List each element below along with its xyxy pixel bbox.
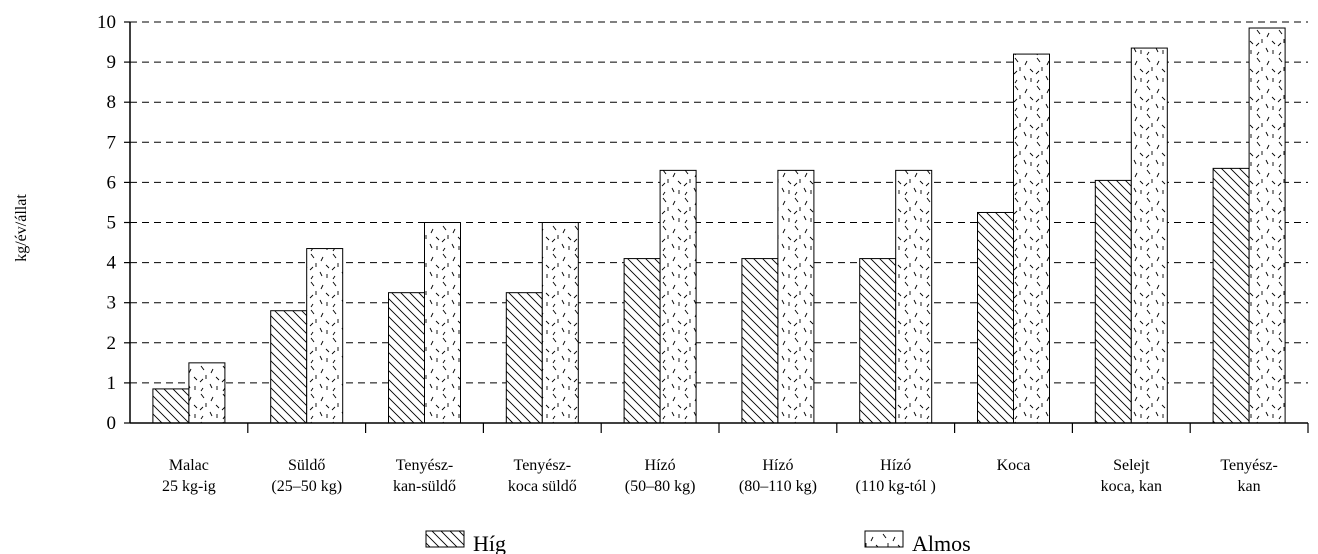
bar-almos: [777, 169, 815, 424]
bar-hig: [388, 292, 425, 424]
legend-swatch-almos: [864, 530, 904, 548]
y-tick-labels: 0 1 2 3 4 5 6 7 8 9 10: [97, 12, 117, 434]
bar-hig: [741, 258, 779, 424]
legend-swatch-hig: [425, 530, 465, 548]
bar-hig: [152, 388, 190, 424]
y-tick-label: 6: [107, 172, 117, 193]
bar-hig: [623, 258, 661, 424]
y-tick-label: 0: [107, 413, 117, 434]
bar-hig: [505, 292, 543, 424]
y-tick-label: 1: [107, 373, 117, 394]
x-category-labels: Malac 25 kg-ig Süldő (25–50 kg) Tenyész-kan-…: [162, 457, 1278, 495]
legend-label-hig: Híg: [473, 531, 506, 554]
bar-almos: [424, 222, 461, 424]
bar-almos: [1130, 47, 1168, 424]
bars: [152, 27, 1286, 424]
y-tick-label: 9: [107, 52, 117, 73]
bar-almos: [188, 362, 226, 424]
bar-almos: [895, 169, 933, 424]
x-category-label: Tenyész-kan-süldő: [393, 457, 456, 495]
x-category-label: Selejt koca, kan: [1101, 457, 1162, 495]
x-category-label: Koca: [997, 457, 1031, 474]
x-category-label: Hízó (80–110 kg): [739, 457, 817, 495]
bar-almos: [659, 169, 697, 424]
y-tick-label: 4: [107, 253, 117, 274]
y-tick-label: 3: [107, 293, 117, 314]
bar-hig: [859, 258, 897, 424]
bar-hig: [977, 211, 1014, 424]
axes: [124, 21, 1309, 433]
legend-label-almos: Almos: [912, 531, 971, 554]
x-category-label: Tenyész-koca süldő: [508, 457, 577, 495]
bar-hig: [270, 310, 308, 424]
bar-hig: [1212, 167, 1250, 424]
bar-almos: [1248, 27, 1286, 424]
y-tick-label: 5: [107, 213, 117, 234]
x-category-label: Hízó (50–80 kg): [625, 457, 696, 495]
x-category-label: Süldő (25–50 kg): [271, 457, 342, 495]
y-tick-label: 8: [107, 92, 117, 113]
legend: Híg Almos: [425, 530, 971, 554]
bar-almos: [306, 248, 344, 424]
bar-almos: [1013, 53, 1050, 424]
x-category-label: Tenyész-kan: [1220, 457, 1278, 495]
legend-item-hig: Híg: [425, 530, 506, 554]
bar-hig: [1094, 179, 1132, 424]
x-category-label: Malac 25 kg-ig: [162, 457, 216, 495]
bar-almos: [541, 222, 579, 424]
x-category-label: Hízó (110 kg-tól ): [856, 457, 936, 495]
legend-item-almos: Almos: [864, 530, 971, 554]
y-tick-label: 10: [97, 12, 116, 33]
y-tick-label: 2: [107, 333, 117, 354]
y-axis-label: kg/év/állat: [13, 194, 30, 262]
y-tick-label: 7: [107, 132, 117, 153]
